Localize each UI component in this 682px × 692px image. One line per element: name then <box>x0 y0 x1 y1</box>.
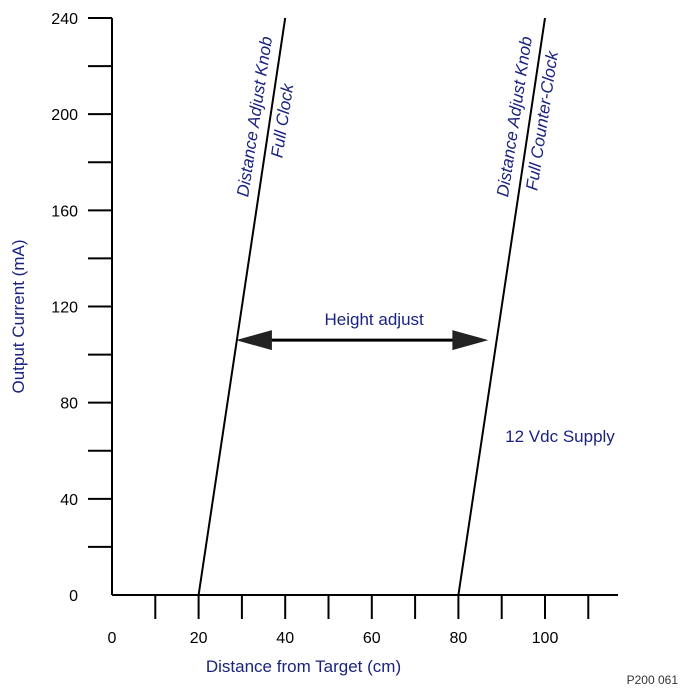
series-label-line: Full Clock <box>267 81 297 159</box>
height-adjust-label: Height adjust <box>325 310 425 329</box>
y-tick-label: 240 <box>51 11 78 28</box>
height-adjust-arrow <box>235 330 489 351</box>
y-tick-label: 160 <box>51 203 78 220</box>
y-tick-label: 200 <box>51 107 78 124</box>
x-tick-label: 40 <box>276 630 294 647</box>
arrow-head-right <box>452 330 489 351</box>
supply-note: 12 Vdc Supply <box>505 427 615 446</box>
x-tick-label: 80 <box>450 630 468 647</box>
y-tick-label: 40 <box>60 492 78 509</box>
series-line-2 <box>457 17 546 596</box>
x-tick-label: 100 <box>532 630 559 647</box>
x-tick-label: 60 <box>363 630 381 647</box>
x-axis-title: Distance from Target (cm) <box>206 657 401 676</box>
arrow-head-left <box>235 330 272 351</box>
x-tick-label: 20 <box>190 630 208 647</box>
tick-labels: 0 20 40 60 80 100 0 40 80 120 160 200 240 <box>51 11 558 647</box>
y-tick-label: 0 <box>69 588 78 605</box>
ticks <box>88 17 590 619</box>
series-line-1 <box>197 17 287 596</box>
y-axis-title: Output Current (mA) <box>9 240 28 394</box>
figure-id: P200 061 <box>627 673 679 687</box>
y-tick-label: 80 <box>60 396 78 413</box>
y-tick-label: 120 <box>51 300 78 317</box>
x-tick-label: 0 <box>108 630 117 647</box>
